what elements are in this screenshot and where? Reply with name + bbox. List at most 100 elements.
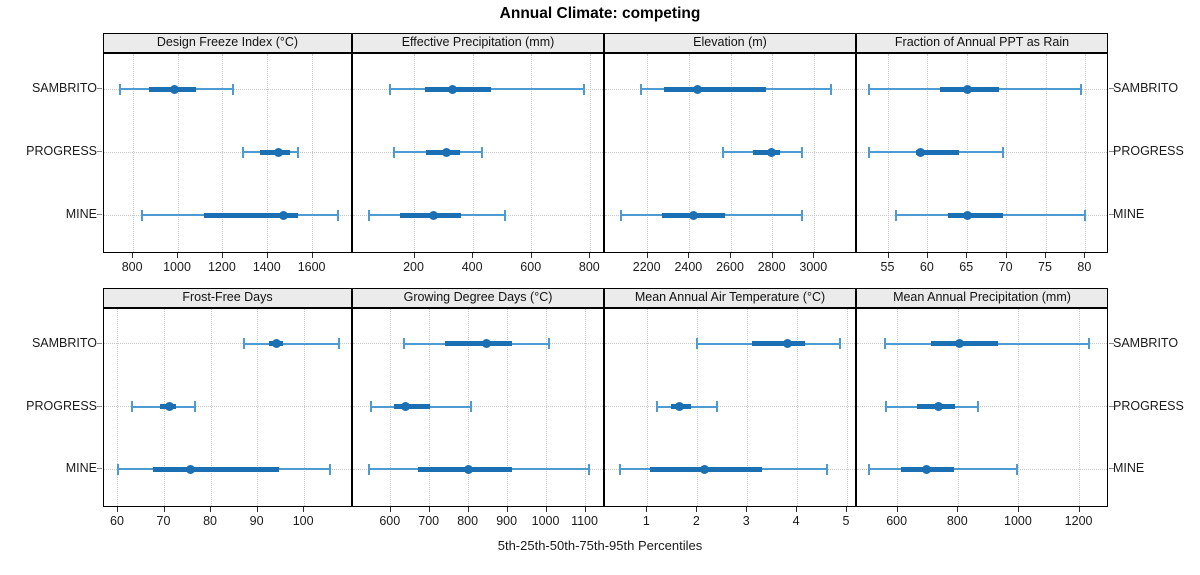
- whisker-cap: [480, 146, 483, 158]
- x-tick-label: 2400: [674, 260, 703, 274]
- x-tick-label: 2200: [632, 260, 661, 274]
- vertical-gridline: [585, 309, 587, 506]
- panel-body: [352, 53, 604, 253]
- median-dot: [401, 402, 411, 411]
- x-tick: [428, 507, 430, 512]
- panel-strip: Elevation (m): [604, 33, 856, 53]
- x-tick: [132, 253, 134, 258]
- y-tick: [1109, 214, 1114, 215]
- median-dot: [767, 147, 777, 157]
- whisker-cap: [696, 338, 699, 350]
- x-tick: [887, 253, 889, 258]
- median-dot: [278, 210, 288, 220]
- panel-body: [103, 308, 352, 507]
- x-tick-label: 65: [959, 260, 974, 274]
- whisker-cap: [588, 463, 591, 475]
- whisker-cap: [1001, 146, 1004, 158]
- x-tick: [221, 253, 223, 258]
- vertical-gridline: [1018, 309, 1020, 506]
- panel-body: [604, 53, 856, 253]
- median-dot: [442, 147, 452, 157]
- whisker-cap: [721, 146, 724, 158]
- x-tick-label: 1000: [531, 514, 560, 528]
- x-tick-label: 100: [292, 514, 314, 528]
- median-dot: [170, 84, 180, 94]
- whisker-cap: [297, 146, 300, 158]
- whisker-cap: [1016, 463, 1019, 475]
- whisker-cap: [328, 463, 331, 475]
- median-dot: [481, 339, 491, 349]
- y-tick: [97, 342, 102, 344]
- x-tick-label: 3000: [799, 260, 828, 274]
- whisker-cap: [370, 401, 373, 412]
- whisker-cap: [976, 401, 979, 412]
- x-tick: [116, 507, 118, 512]
- x-tick-label: 1200: [207, 260, 236, 274]
- whisker-cap: [118, 83, 121, 95]
- whisker-cap: [388, 83, 391, 95]
- axis-caption: 5th-25th-50th-75th-95th Percentiles: [497, 538, 703, 553]
- x-tick-label: 4: [792, 514, 800, 528]
- panel-strip: Effective Precipitation (mm): [352, 33, 604, 53]
- x-tick: [1017, 507, 1019, 512]
- whisker-cap: [504, 209, 507, 221]
- panel-strip-label: Frost-Free Days: [182, 290, 273, 304]
- vertical-gridline: [414, 54, 416, 252]
- x-tick-label: 1100: [571, 514, 598, 528]
- row-label-left: SAMBRITO: [31, 81, 97, 95]
- panel-strip-label: Elevation (m): [693, 35, 767, 49]
- x-tick: [1078, 507, 1080, 512]
- y-tick: [1109, 88, 1114, 89]
- vertical-gridline: [646, 309, 648, 506]
- whisker-cap: [141, 209, 144, 221]
- vertical-gridline: [546, 309, 548, 506]
- y-tick: [97, 151, 102, 152]
- row-label-right: PROGRESS: [1113, 144, 1184, 158]
- iqr-bar: [424, 86, 491, 92]
- vertical-gridline: [897, 309, 899, 506]
- x-tick-label: 200: [403, 260, 424, 274]
- x-tick-label: 800: [121, 260, 143, 274]
- median-dot: [962, 210, 972, 220]
- iqr-bar: [445, 341, 512, 347]
- x-tick: [584, 507, 586, 512]
- x-tick-label: 60: [919, 260, 934, 274]
- whisker-cap: [867, 463, 870, 475]
- row-label-right: SAMBRITO: [1113, 81, 1179, 95]
- x-tick-label: 1: [642, 514, 650, 528]
- whisker-cap: [838, 338, 841, 350]
- row-label-right: MINE: [1113, 461, 1145, 476]
- x-tick-label: 75: [1038, 260, 1052, 274]
- iqr-bar: [916, 149, 960, 155]
- vertical-gridline: [957, 309, 959, 506]
- x-tick: [389, 507, 391, 512]
- x-tick: [545, 507, 547, 512]
- x-tick: [646, 253, 648, 258]
- median-dot: [274, 147, 284, 157]
- iqr-bar: [752, 341, 805, 347]
- panel-strip-label: Mean Annual Precipitation (mm): [893, 290, 1071, 304]
- panel-strip: Growing Degree Days (°C): [352, 288, 604, 308]
- whisker-cap: [130, 401, 133, 412]
- whisker-cap: [619, 209, 622, 221]
- x-tick: [163, 507, 165, 512]
- vertical-gridline: [468, 309, 470, 506]
- x-tick: [506, 507, 508, 512]
- median-dot: [675, 402, 685, 411]
- vertical-gridline: [888, 54, 889, 252]
- whisker-cap: [547, 338, 550, 350]
- horizontal-gridline: [353, 406, 603, 407]
- median-dot: [921, 464, 931, 474]
- vertical-gridline: [746, 309, 748, 506]
- x-tick-label: 600: [886, 514, 908, 528]
- x-tick: [210, 507, 212, 512]
- whisker-cap: [469, 401, 472, 412]
- vertical-gridline: [177, 54, 179, 252]
- vertical-gridline: [531, 54, 533, 252]
- median-dot: [700, 464, 710, 474]
- horizontal-gridline: [605, 406, 855, 407]
- x-tick-label: 80: [1077, 260, 1092, 274]
- median-dot: [185, 464, 195, 474]
- whisker-cap: [242, 146, 245, 158]
- vertical-gridline: [647, 54, 649, 252]
